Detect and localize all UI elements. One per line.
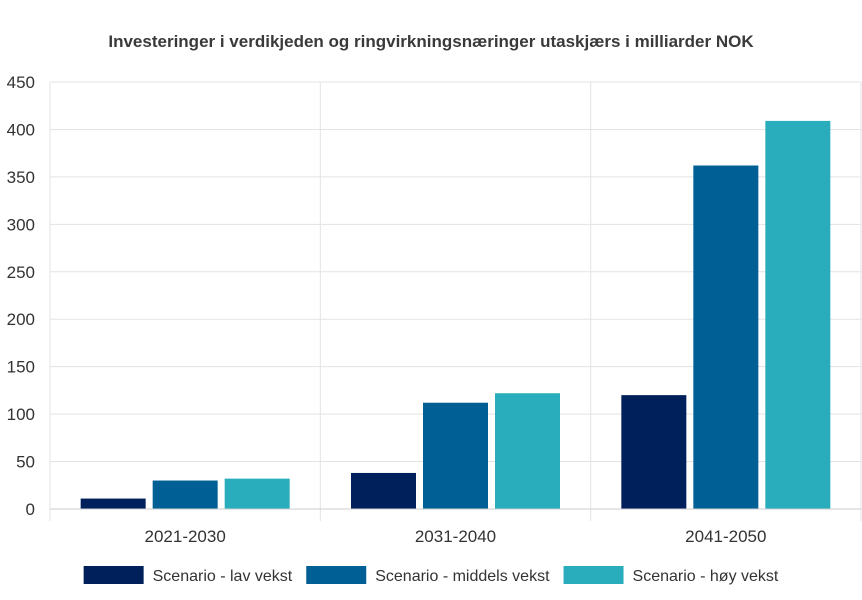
bar[interactable] bbox=[80, 498, 146, 509]
y-tick-label: 300 bbox=[7, 215, 35, 234]
y-tick-label: 250 bbox=[7, 263, 35, 282]
bar[interactable] bbox=[152, 480, 218, 509]
legend-label: Scenario - middels vekst bbox=[375, 568, 550, 585]
legend-item[interactable]: Scenario - høy vekst bbox=[563, 566, 779, 585]
legend-swatch bbox=[306, 566, 367, 584]
y-axis: 0 50 100 150 200 250 300 350 400 450 bbox=[7, 73, 35, 519]
bar[interactable] bbox=[621, 395, 687, 509]
bar[interactable] bbox=[423, 402, 488, 509]
bar[interactable] bbox=[765, 120, 831, 509]
bar[interactable] bbox=[351, 472, 416, 509]
x-axis: 2021-2030 2031-2040 2041-2050 bbox=[50, 508, 861, 546]
legend-item[interactable]: Scenario - lav vekst bbox=[83, 566, 293, 585]
bar[interactable] bbox=[224, 478, 290, 509]
legend-item[interactable]: Scenario - middels vekst bbox=[306, 566, 550, 585]
bar[interactable] bbox=[693, 165, 759, 509]
y-tick-label: 400 bbox=[7, 120, 35, 139]
y-tick-label: 0 bbox=[26, 500, 35, 519]
chart-title: Investeringer i verdikjeden og ringvirkn… bbox=[108, 32, 754, 51]
y-tick-label: 150 bbox=[7, 358, 35, 377]
y-tick-label: 100 bbox=[7, 405, 35, 424]
bars bbox=[80, 120, 831, 509]
legend-label: Scenario - høy vekst bbox=[633, 568, 779, 585]
y-tick-label: 200 bbox=[7, 310, 35, 329]
x-tick-label: 2041-2050 bbox=[685, 527, 766, 546]
legend: Scenario - lav vekst Scenario - middels v… bbox=[83, 566, 779, 585]
bar[interactable] bbox=[495, 393, 560, 509]
x-tick-label: 2021-2030 bbox=[145, 527, 226, 546]
legend-swatch bbox=[83, 566, 144, 584]
gridlines bbox=[49, 81, 862, 521]
y-tick-label: 450 bbox=[7, 73, 35, 92]
x-tick-label: 2031-2040 bbox=[415, 527, 496, 546]
y-tick-label: 50 bbox=[16, 453, 35, 472]
legend-label: Scenario - lav vekst bbox=[153, 568, 293, 585]
y-tick-label: 350 bbox=[7, 168, 35, 187]
legend-swatch bbox=[563, 566, 624, 584]
